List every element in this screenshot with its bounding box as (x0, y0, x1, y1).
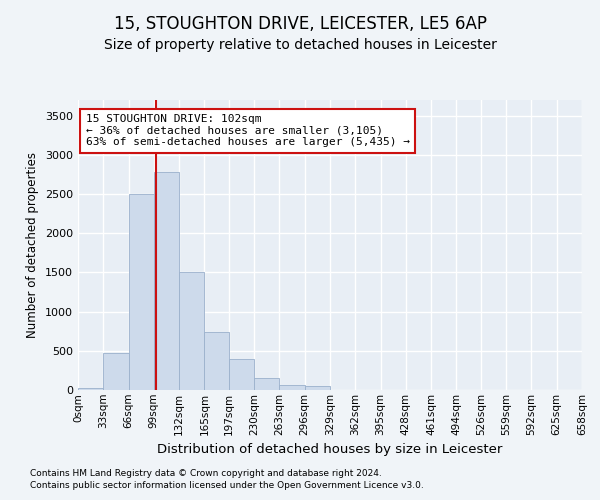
Bar (103, 353, 128, 390)
Bar (229, 358, 254, 390)
Text: 15 STOUGHTON DRIVE: 102sqm
← 36% of detached houses are smaller (3,105)
63% of s: 15 STOUGHTON DRIVE: 102sqm ← 36% of deta… (86, 114, 410, 148)
Bar (254, 378, 280, 390)
Bar (154, 172, 179, 390)
Text: Distribution of detached houses by size in Leicester: Distribution of detached houses by size … (157, 442, 503, 456)
Bar (78, 388, 103, 390)
Bar (128, 194, 154, 390)
Text: Size of property relative to detached houses in Leicester: Size of property relative to detached ho… (104, 38, 496, 52)
Text: Contains public sector information licensed under the Open Government Licence v3: Contains public sector information licen… (30, 481, 424, 490)
Bar (305, 386, 330, 390)
Bar (280, 386, 305, 390)
Bar (205, 332, 229, 390)
Text: Contains HM Land Registry data © Crown copyright and database right 2024.: Contains HM Land Registry data © Crown c… (30, 468, 382, 477)
Text: 15, STOUGHTON DRIVE, LEICESTER, LE5 6AP: 15, STOUGHTON DRIVE, LEICESTER, LE5 6AP (113, 15, 487, 33)
Y-axis label: Number of detached properties: Number of detached properties (26, 152, 40, 338)
Bar (179, 272, 205, 390)
